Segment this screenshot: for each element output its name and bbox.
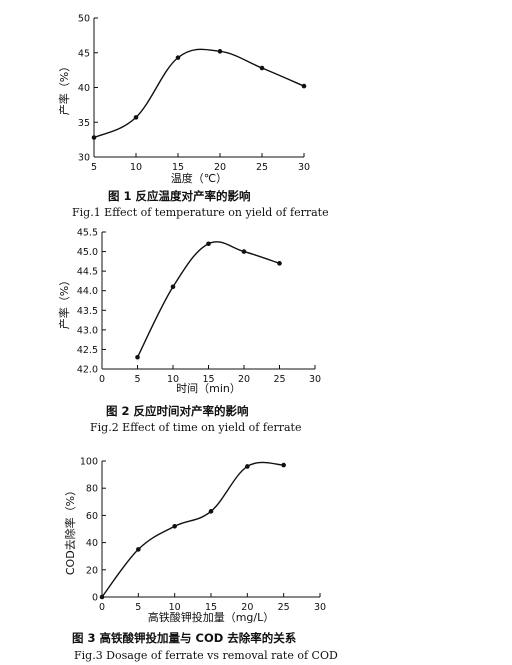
data-point <box>208 509 214 514</box>
y-tick-label: 43.0 <box>77 325 98 336</box>
x-tick-label: 25 <box>278 602 290 613</box>
x-tick-label: 5 <box>91 162 97 173</box>
x-tick-label: 15 <box>205 602 217 613</box>
y-tick-label: 45.5 <box>77 228 98 239</box>
data-point <box>241 249 247 254</box>
x-tick-label: 20 <box>214 162 226 173</box>
x-tick-label: 5 <box>134 374 140 385</box>
data-point <box>245 464 250 469</box>
y-tick-label: 45.0 <box>77 247 98 258</box>
x-tick-label: 15 <box>202 374 214 385</box>
y-tick-label: 44.0 <box>77 286 98 297</box>
caption-en-2: Fig.2 Effect of time on yield of ferrate <box>90 421 302 434</box>
x-tick-label: 20 <box>241 602 253 613</box>
x-axis-title: 时间（min） <box>176 382 241 395</box>
series-line <box>136 241 280 358</box>
caption-cn-2: 图 2 反应时间对产率的影响 <box>106 404 249 418</box>
y-tick-label: 50 <box>78 14 90 25</box>
data-point <box>206 241 211 247</box>
data-point <box>259 65 265 71</box>
y-axis-title: COD去除率（%） <box>63 485 77 575</box>
x-tick-label: 0 <box>99 602 105 613</box>
x-tick-label: 10 <box>167 374 179 385</box>
x-tick-label: 30 <box>309 374 321 385</box>
data-point <box>170 284 176 290</box>
caption-cn-3: 图 3 高铁酸钾投加量与 COD 去除率的关系 <box>72 631 297 645</box>
caption-cn-1: 图 1 反应温度对产率的影响 <box>108 189 251 203</box>
x-tick-label: 10 <box>169 602 181 613</box>
y-axis-title: 产率（%） <box>57 61 71 115</box>
x-tick-label: 30 <box>314 602 326 613</box>
data-point <box>172 523 177 529</box>
y-tick-label: 42.0 <box>77 365 98 376</box>
x-tick-label: 20 <box>238 374 250 385</box>
y-tick-label: 0 <box>92 593 98 604</box>
y-tick-label: 60 <box>86 511 98 522</box>
x-tick-label: 5 <box>135 602 141 613</box>
x-tick-label: 25 <box>256 162 268 173</box>
y-tick-label: 42.5 <box>77 345 98 356</box>
y-tick-label: 44.5 <box>77 267 98 278</box>
data-point <box>281 462 286 468</box>
data-point <box>136 547 141 552</box>
data-point <box>175 55 181 60</box>
x-tick-label: 15 <box>172 162 184 173</box>
x-tick-label: 30 <box>298 162 310 173</box>
data-point <box>99 594 105 600</box>
y-tick-label: 40 <box>86 538 98 549</box>
series-line <box>101 461 284 598</box>
y-tick-label: 20 <box>86 565 98 576</box>
chart-1: 5 10 15 20 25 30 30 35 40 45 50 温度（℃） 产率（%） <box>57 14 310 186</box>
data-point <box>133 115 139 120</box>
x-tick-label: 25 <box>273 374 285 385</box>
y-tick-label: 100 <box>80 457 98 468</box>
data-point <box>217 49 223 54</box>
y-tick-label: 35 <box>78 118 90 129</box>
data-point <box>301 83 307 89</box>
y-tick-label: 30 <box>78 153 90 164</box>
y-tick-label: 40 <box>78 83 90 94</box>
series-line <box>93 48 305 139</box>
x-tick-label: 0 <box>99 374 105 385</box>
data-point <box>91 135 97 140</box>
y-tick-label: 45 <box>78 48 90 59</box>
data-point <box>135 354 140 360</box>
caption-en-1: Fig.1 Effect of temperature on yield of … <box>72 206 329 219</box>
chart-2: 0 5 10 15 20 25 30 42.0 42.5 43.0 43.5 44.0 44.5 45.0… <box>57 228 321 396</box>
y-tick-label: 80 <box>86 484 98 495</box>
x-tick-label: 10 <box>130 162 142 173</box>
caption-en-3: Fig.3 Dosage of ferrate vs removal rate … <box>74 649 338 662</box>
y-tick-label: 43.5 <box>77 306 98 317</box>
chart-3: 0 5 10 15 20 25 30 0 20 40 60 80 100 高铁酸钾投加量（mg/L） COD… <box>63 457 326 625</box>
data-point <box>277 261 282 266</box>
x-axis-title: 温度（℃） <box>171 171 227 185</box>
x-axis-title: 高铁酸钾投加量（mg/L） <box>148 610 275 624</box>
y-axis-title: 产率（%） <box>57 275 71 329</box>
